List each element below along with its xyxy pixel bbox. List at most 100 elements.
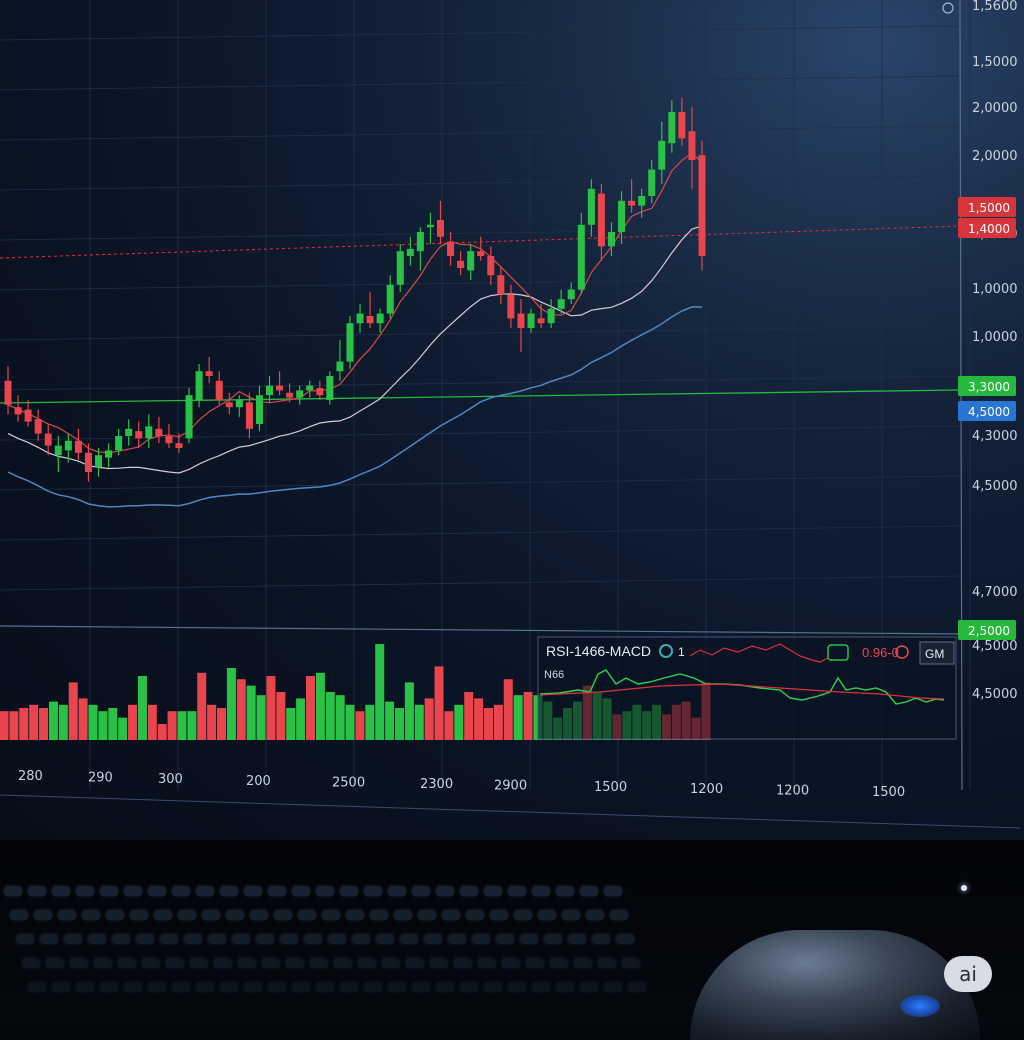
keyboard-key <box>514 910 532 920</box>
volume-bar <box>9 711 19 740</box>
keyboard-key <box>4 886 22 896</box>
keyboard-key <box>250 910 268 920</box>
keyboard-key <box>556 886 574 896</box>
keyboard-key <box>400 934 418 944</box>
grid-line-h <box>0 275 961 291</box>
price-axis-label: 4,5000 <box>972 687 1018 702</box>
keyboard-key <box>526 958 544 968</box>
keyboard-key <box>208 934 226 944</box>
price-axis-label: 1,0000 <box>972 282 1018 297</box>
candle-body <box>668 112 676 144</box>
volume-bar <box>98 711 108 740</box>
price-tag-label: 1,5000 <box>968 201 1010 215</box>
keyboard-key <box>214 958 232 968</box>
indicator-value-b: 0.96-0 <box>862 645 899 660</box>
keyboard-key <box>298 910 316 920</box>
time-axis-label: 2300 <box>420 777 453 792</box>
candle-body <box>698 155 706 256</box>
candle-body <box>175 443 183 448</box>
candle-body <box>24 409 32 422</box>
keyboard-key <box>154 910 172 920</box>
candle-body <box>84 452 92 472</box>
time-axis-line <box>0 794 1021 829</box>
candle-body <box>628 200 636 206</box>
time-axis-label: 300 <box>158 772 183 787</box>
keyboard-key <box>484 982 502 992</box>
candle-body <box>577 224 585 290</box>
candle-body <box>638 196 646 206</box>
volume-bar <box>335 695 345 740</box>
grid-line-h <box>0 25 961 41</box>
time-axis-label: 290 <box>88 771 113 786</box>
keyboard-key <box>286 958 304 968</box>
candle-body <box>316 388 324 396</box>
price-tag-label: 4,5000 <box>968 405 1010 419</box>
volume-bar <box>236 679 246 740</box>
keyboard-key <box>388 982 406 992</box>
keyboard-key <box>130 910 148 920</box>
volume-bar <box>256 695 266 740</box>
keyboard-key <box>340 982 358 992</box>
time-axis-label: 1200 <box>690 782 723 797</box>
candle-body <box>346 323 354 362</box>
volume-bar <box>78 698 88 740</box>
chart-settings-icon[interactable] <box>942 2 954 14</box>
keyboard-key <box>436 886 454 896</box>
keyboard-key <box>178 910 196 920</box>
candle-body <box>4 380 12 405</box>
grid-line-h <box>0 375 961 391</box>
candle-body <box>497 275 505 295</box>
candle-body <box>527 313 535 328</box>
candle-body <box>386 284 394 314</box>
keyboard-key <box>478 958 496 968</box>
indicator-close-icon[interactable] <box>895 645 909 659</box>
keyboard-key <box>328 934 346 944</box>
keyboard-key <box>172 982 190 992</box>
keyboard-key <box>508 886 526 896</box>
keyboard-key <box>532 886 550 896</box>
keyboard-key <box>364 982 382 992</box>
time-axis-label: 1500 <box>872 785 905 800</box>
candle-body <box>296 390 304 398</box>
volume-bar <box>503 679 513 740</box>
indicator-settings-icon[interactable] <box>659 644 673 658</box>
indicator-toggle-green[interactable] <box>827 644 849 661</box>
keyboard-key <box>340 886 358 896</box>
volume-bar <box>474 698 484 740</box>
keyboard-key <box>520 934 538 944</box>
keyboard-key <box>142 958 160 968</box>
keyboard-key <box>148 982 166 992</box>
time-axis-label: 1200 <box>776 783 809 798</box>
keyboard-key <box>622 958 640 968</box>
keyboard-key <box>574 958 592 968</box>
grid-line-h <box>0 125 961 141</box>
indicator-mode-button[interactable] <box>919 641 955 665</box>
candle-body <box>235 400 243 408</box>
candle-body <box>286 392 294 398</box>
price-axis-label: 4,5000 <box>972 479 1018 494</box>
candle-body <box>44 433 52 446</box>
volume-bar <box>375 644 385 740</box>
keyboard-key <box>262 958 280 968</box>
candle-body <box>457 260 465 268</box>
volume-bar <box>88 704 98 740</box>
keyboard-key <box>322 910 340 920</box>
volume-bar <box>58 704 68 740</box>
candle-body <box>487 256 495 276</box>
price-axis-label: 1,5000 <box>972 55 1018 70</box>
volume-bar <box>523 692 533 740</box>
price-tag <box>958 620 1016 640</box>
keyboard-key <box>124 886 142 896</box>
indicator-green-line <box>539 669 945 705</box>
candle-body <box>255 395 263 424</box>
keyboard-key <box>586 910 604 920</box>
volume-bar <box>137 676 147 740</box>
keyboard-key <box>292 886 310 896</box>
status-light-icon <box>961 885 967 891</box>
volume-bar <box>217 708 227 740</box>
volume-bar <box>513 695 523 740</box>
price-tag-label: 2,5000 <box>968 624 1010 638</box>
ma-slow-line <box>7 306 703 508</box>
volume-bar <box>19 708 29 740</box>
keyboard-key <box>532 982 550 992</box>
